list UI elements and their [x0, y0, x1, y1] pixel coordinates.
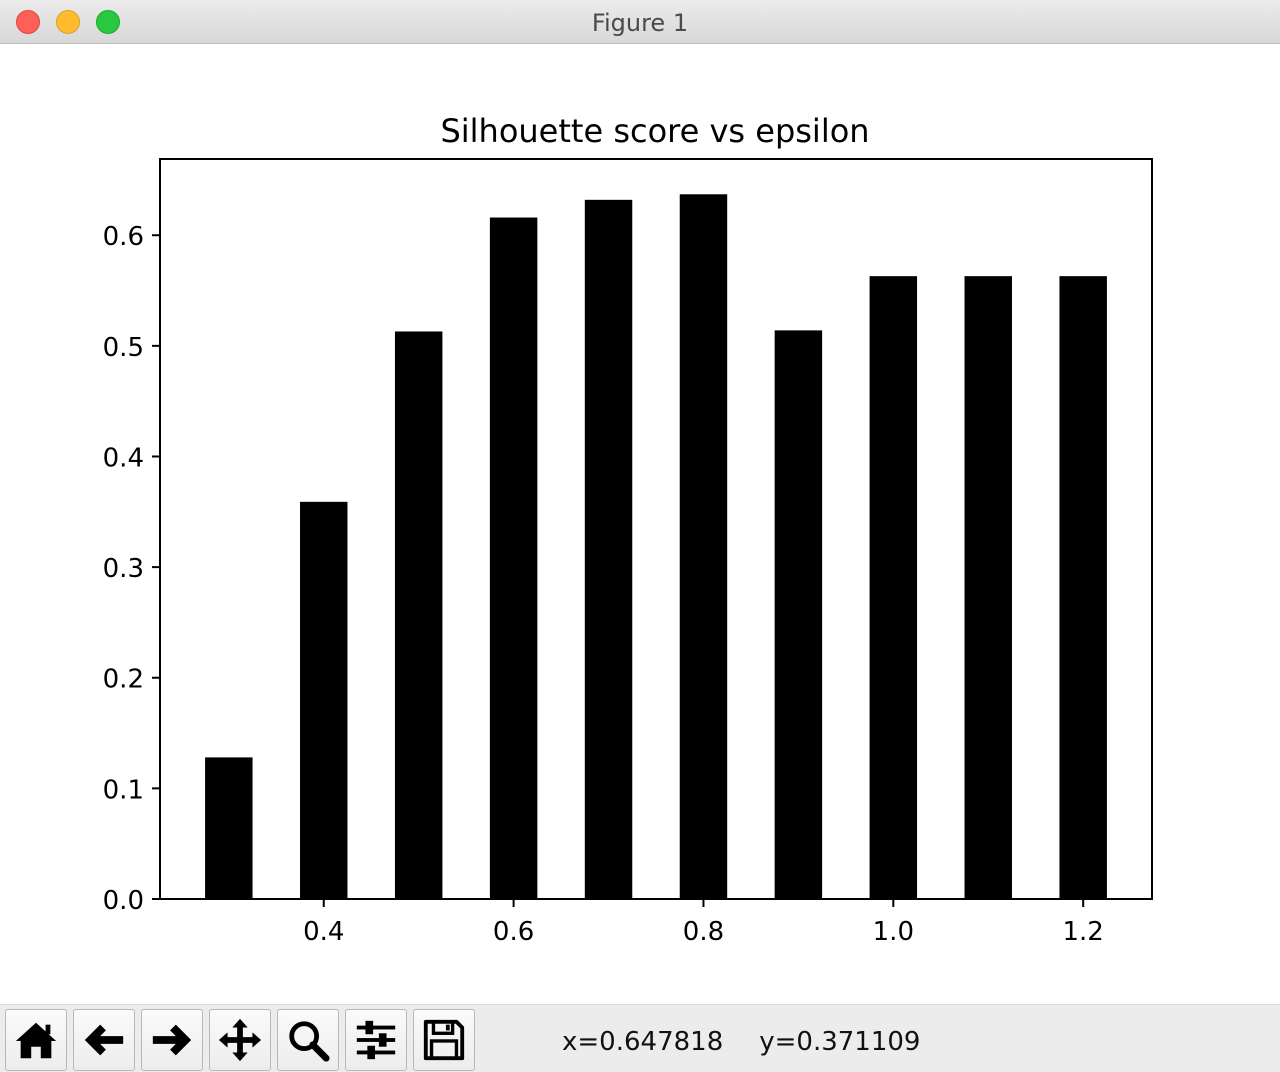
bar [679, 194, 728, 899]
bar-chart: Silhouette score vs epsilon 0.0 0.1 0.2 0.3… [103, 112, 1153, 947]
maximize-window-button[interactable] [96, 10, 120, 34]
navigation-toolbar: x=0.647818 y=0.371109 [0, 1004, 1280, 1072]
x-tick-label: 1.2 [1062, 917, 1103, 947]
bar [489, 217, 538, 899]
configure-subplots-button[interactable] [345, 1009, 407, 1071]
window-title: Figure 1 [591, 9, 689, 37]
y-tick-label: 0.4 [103, 443, 144, 473]
bar [300, 501, 348, 899]
plot-frame [159, 158, 1153, 900]
zoom-button[interactable] [277, 1009, 339, 1071]
y-tick-label: 0.3 [103, 554, 144, 584]
move-icon [218, 1018, 262, 1062]
bar [1059, 276, 1107, 900]
x-tick-label: 0.8 [683, 917, 724, 947]
home-button[interactable] [5, 1009, 67, 1071]
bar [205, 757, 253, 899]
bar [869, 276, 918, 900]
pan-button[interactable] [209, 1009, 271, 1071]
search-icon [289, 1021, 330, 1062]
cursor-coordinates: x=0.647818 y=0.371109 [562, 1027, 920, 1057]
minimize-window-button[interactable] [56, 10, 80, 34]
forward-button[interactable] [141, 1009, 203, 1071]
window-titlebar: Figure 1 [0, 0, 1280, 44]
floppy-disk-icon [423, 1019, 465, 1061]
chart-title: Silhouette score vs epsilon [440, 112, 869, 150]
bar [584, 199, 633, 899]
y-coordinate-readout: y=0.371109 [759, 1027, 921, 1057]
x-tick-label: 0.6 [493, 917, 534, 947]
y-tick-label: 0.6 [103, 222, 144, 252]
back-button[interactable] [73, 1009, 135, 1071]
figure-canvas[interactable]: Silhouette score vs epsilon 0.0 0.1 0.2 0.3… [0, 44, 1280, 1004]
arrow-left-icon [84, 1024, 124, 1056]
save-button[interactable] [413, 1009, 475, 1071]
bar [774, 330, 823, 899]
home-icon [15, 1022, 57, 1059]
y-tick-label: 0.1 [103, 775, 144, 805]
x-tick-label: 1.0 [873, 917, 914, 947]
y-tick-label: 0.5 [103, 333, 144, 363]
arrow-right-icon [152, 1024, 192, 1056]
bar [964, 276, 1012, 900]
x-tick-label: 0.4 [303, 917, 344, 947]
x-coordinate-readout: x=0.647818 [562, 1027, 724, 1057]
sliders-icon [356, 1020, 396, 1060]
y-tick-label: 0.2 [103, 665, 144, 695]
y-tick-label: 0.0 [103, 886, 144, 916]
close-window-button[interactable] [16, 10, 40, 34]
bar [394, 331, 443, 900]
